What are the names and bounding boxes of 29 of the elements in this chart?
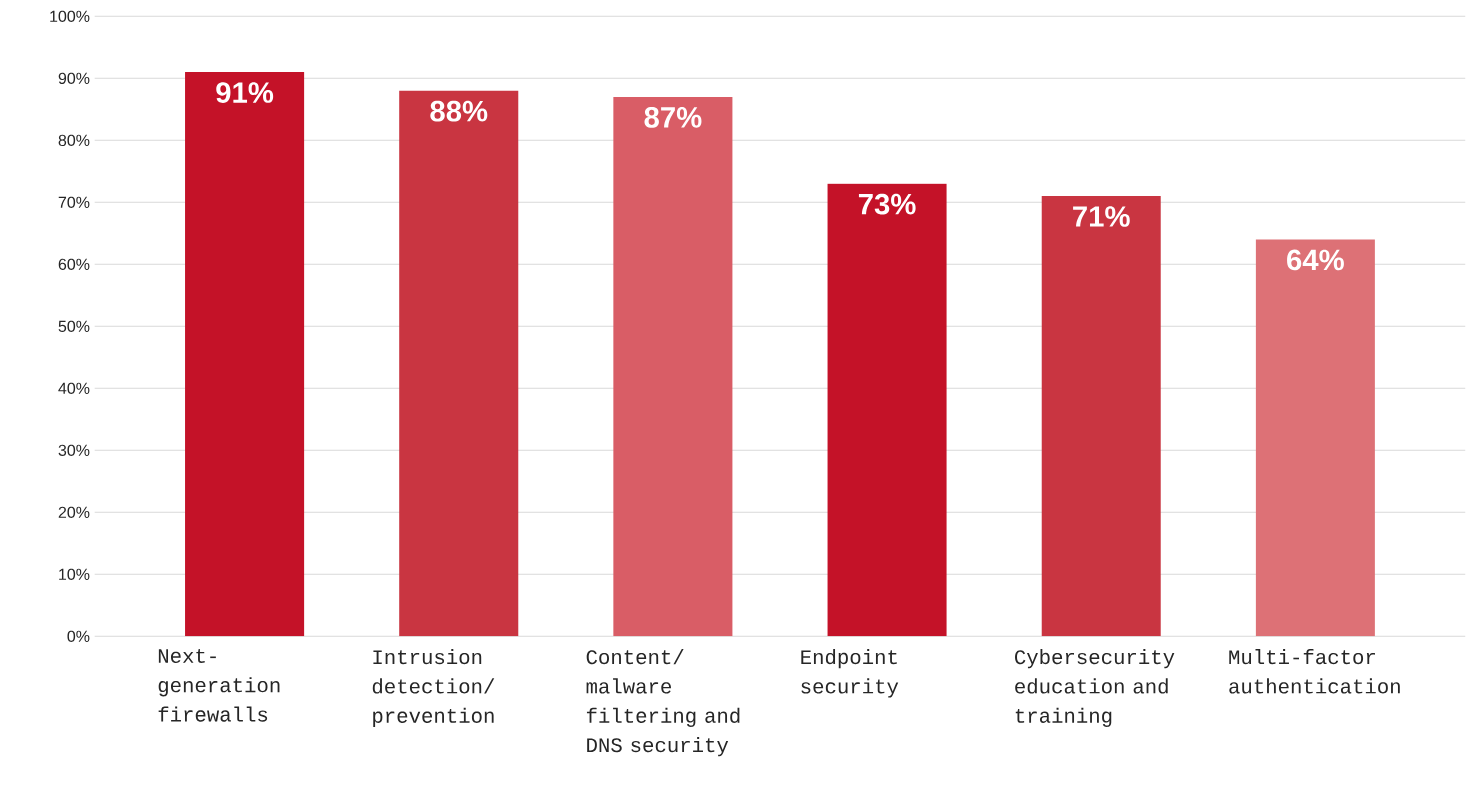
y-tick-label: 0% (67, 630, 90, 642)
y-tick-label: 10% (59, 568, 90, 580)
y-tick-label: 30% (58, 444, 90, 456)
y-tick-label: 80% (58, 134, 90, 146)
data-label: 87% (644, 106, 702, 128)
data-label: 64% (1287, 249, 1344, 271)
y-tick-label: 70% (58, 196, 90, 208)
data-label: 73% (858, 193, 916, 215)
x-tick-label: Endpoint security (801, 649, 899, 698)
x-tick-label: Multi-factor authentication (1229, 649, 1400, 694)
bar (827, 183, 947, 637)
bar (185, 72, 305, 637)
y-tick-label: 60% (58, 258, 90, 270)
data-label: 88% (430, 100, 488, 122)
y-tick-label: 90% (58, 72, 90, 84)
y-tick-label: 100% (50, 10, 90, 22)
y-tick-label: 40% (58, 382, 90, 394)
bar (399, 90, 519, 637)
bar (613, 96, 733, 637)
x-tick-label: Intrusion detection/ prevention (372, 649, 495, 727)
y-tick-label: 20% (58, 506, 90, 518)
data-label: 91% (216, 82, 274, 103)
x-tick-label: Cybersecurity education and training (1015, 649, 1175, 727)
bar (1041, 196, 1161, 637)
y-tick-label: 50% (58, 320, 90, 332)
x-tick-label: Next-generation firewalls (158, 649, 280, 722)
bar (1255, 239, 1375, 637)
data-label: 71% (1073, 206, 1130, 227)
x-tick-label: Content/ malware filtering and DNS security (586, 649, 740, 757)
